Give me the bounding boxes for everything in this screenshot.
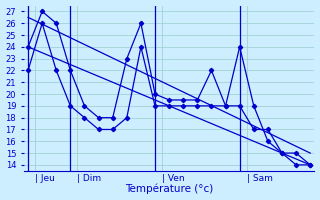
X-axis label: Température (°c): Température (°c)	[125, 184, 213, 194]
